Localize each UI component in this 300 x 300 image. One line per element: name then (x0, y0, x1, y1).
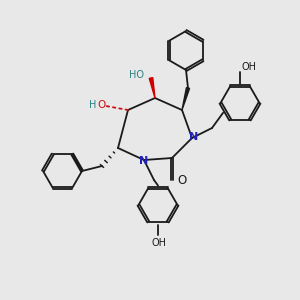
Text: N: N (189, 132, 198, 142)
Text: OH: OH (242, 61, 256, 71)
Text: H: H (89, 100, 97, 110)
Text: HO: HO (130, 70, 145, 80)
Text: O: O (98, 100, 106, 110)
Text: N: N (140, 155, 148, 166)
Polygon shape (149, 78, 155, 98)
Text: O: O (177, 173, 187, 187)
Polygon shape (182, 88, 190, 110)
Text: OH: OH (152, 238, 166, 248)
